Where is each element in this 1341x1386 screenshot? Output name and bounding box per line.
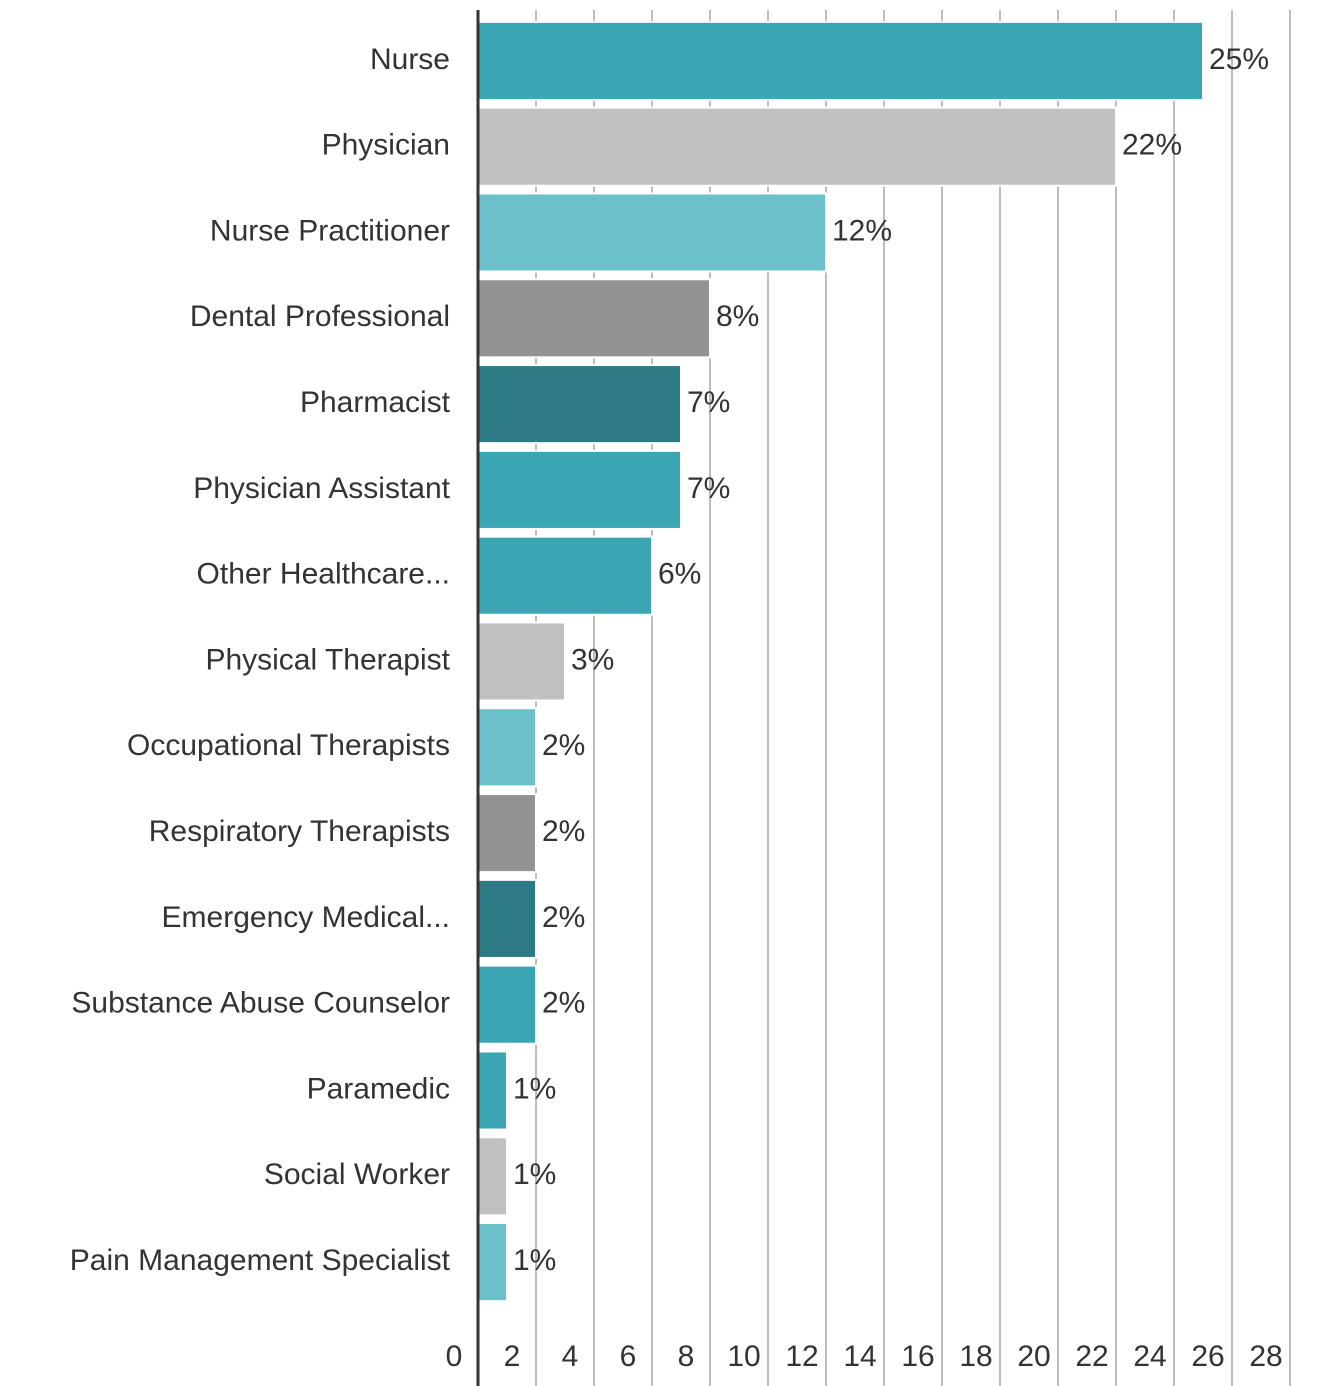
x-tick-label: 18 xyxy=(959,1340,992,1373)
y-tick-label: Physician Assistant xyxy=(193,472,450,505)
y-tick-label: Occupational Therapists xyxy=(127,729,450,762)
bar xyxy=(477,878,537,959)
y-tick-label: Respiratory Therapists xyxy=(149,815,450,848)
bar xyxy=(477,1050,508,1131)
value-label: 2% xyxy=(542,987,585,1020)
bar xyxy=(477,1222,508,1303)
x-tick-label: 8 xyxy=(678,1340,695,1373)
bar xyxy=(477,106,1117,187)
x-tick-label: 4 xyxy=(562,1340,579,1373)
y-tick-label: Physician xyxy=(322,129,450,162)
y-tick-label: Other Healthcare... xyxy=(197,558,450,591)
y-tick-label: Physical Therapist xyxy=(205,643,450,676)
x-tick-label: 12 xyxy=(785,1340,818,1373)
value-label: 7% xyxy=(687,386,730,419)
y-tick-label: Pain Management Specialist xyxy=(70,1244,451,1277)
value-label: 8% xyxy=(716,300,759,333)
y-tick-label: Paramedic xyxy=(307,1072,450,1105)
x-tick-label: 14 xyxy=(843,1340,876,1373)
value-label: 3% xyxy=(571,643,614,676)
x-tick-label: 6 xyxy=(620,1340,637,1373)
bar xyxy=(477,364,682,445)
value-label: 1% xyxy=(513,1158,556,1191)
bar xyxy=(477,707,537,788)
bar xyxy=(477,793,537,874)
x-tick-label: 22 xyxy=(1075,1340,1108,1373)
value-label: 25% xyxy=(1209,43,1269,76)
bar xyxy=(477,192,827,273)
value-label: 7% xyxy=(687,472,730,505)
x-tick-label: 0 xyxy=(446,1340,463,1373)
x-tick-label: 2 xyxy=(504,1340,521,1373)
bar xyxy=(477,535,653,616)
y-tick-label: Pharmacist xyxy=(300,386,451,419)
value-label: 1% xyxy=(513,1072,556,1105)
y-tick-label: Substance Abuse Counselor xyxy=(71,987,450,1020)
value-label: 2% xyxy=(542,901,585,934)
bar xyxy=(477,449,682,530)
x-tick-label: 16 xyxy=(901,1340,934,1373)
y-tick-label: Nurse Practitioner xyxy=(210,214,450,247)
x-tick-label: 24 xyxy=(1133,1340,1166,1373)
x-tick-label: 10 xyxy=(727,1340,760,1373)
bar xyxy=(477,964,537,1045)
value-label: 2% xyxy=(542,729,585,762)
y-tick-label: Social Worker xyxy=(264,1158,450,1191)
bar xyxy=(477,20,1204,101)
value-label: 1% xyxy=(513,1244,556,1277)
x-tick-label: 20 xyxy=(1017,1340,1050,1373)
value-label: 22% xyxy=(1122,129,1182,162)
bar xyxy=(477,621,566,702)
value-label: 12% xyxy=(832,214,892,247)
bar xyxy=(477,1136,508,1217)
value-label: 6% xyxy=(658,558,701,591)
x-tick-label: 26 xyxy=(1191,1340,1224,1373)
y-tick-label: Nurse xyxy=(370,43,450,76)
x-tick-label: 28 xyxy=(1249,1340,1282,1373)
y-tick-label: Dental Professional xyxy=(190,300,450,333)
value-label: 2% xyxy=(542,815,585,848)
bar xyxy=(477,278,711,359)
y-tick-label: Emergency Medical... xyxy=(162,901,450,934)
